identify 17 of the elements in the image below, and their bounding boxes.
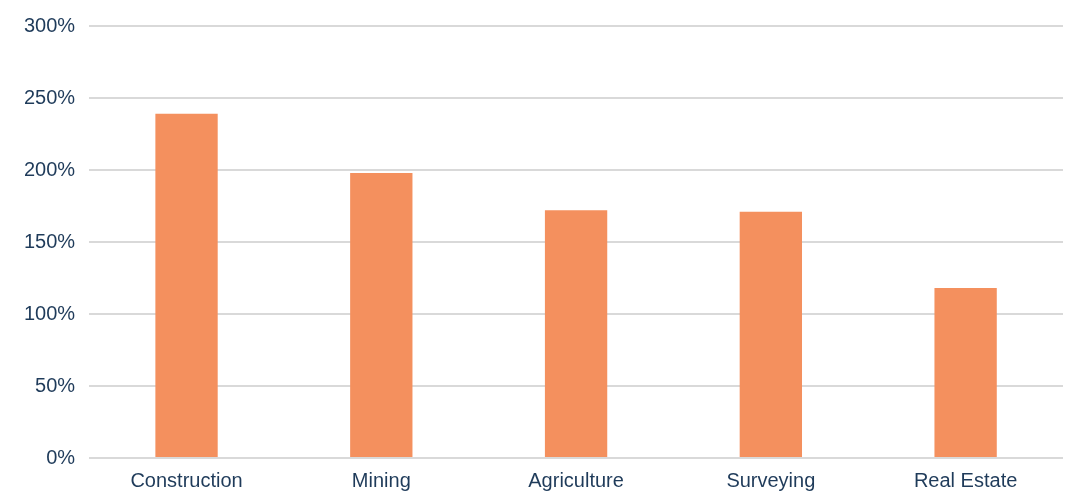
x-tick-label: Real Estate [913, 468, 1018, 491]
y-tick-label: 250% [24, 85, 76, 108]
bar [350, 172, 413, 457]
y-tick-label: 150% [24, 229, 76, 252]
bar [739, 211, 803, 457]
bar [544, 210, 608, 457]
x-tick-label: Construction [130, 468, 243, 491]
y-tick-label: 300% [24, 13, 76, 36]
x-tick-label: Agriculture [528, 468, 624, 491]
x-tick-label: Mining [351, 468, 411, 491]
y-tick-label: 50% [35, 373, 76, 396]
y-tick-label: 0% [46, 445, 76, 468]
bar [155, 113, 218, 457]
y-tick-label: 200% [24, 157, 76, 180]
bar [934, 288, 997, 457]
x-tick-label: Surveying [726, 468, 816, 491]
y-tick-label: 100% [24, 301, 76, 324]
